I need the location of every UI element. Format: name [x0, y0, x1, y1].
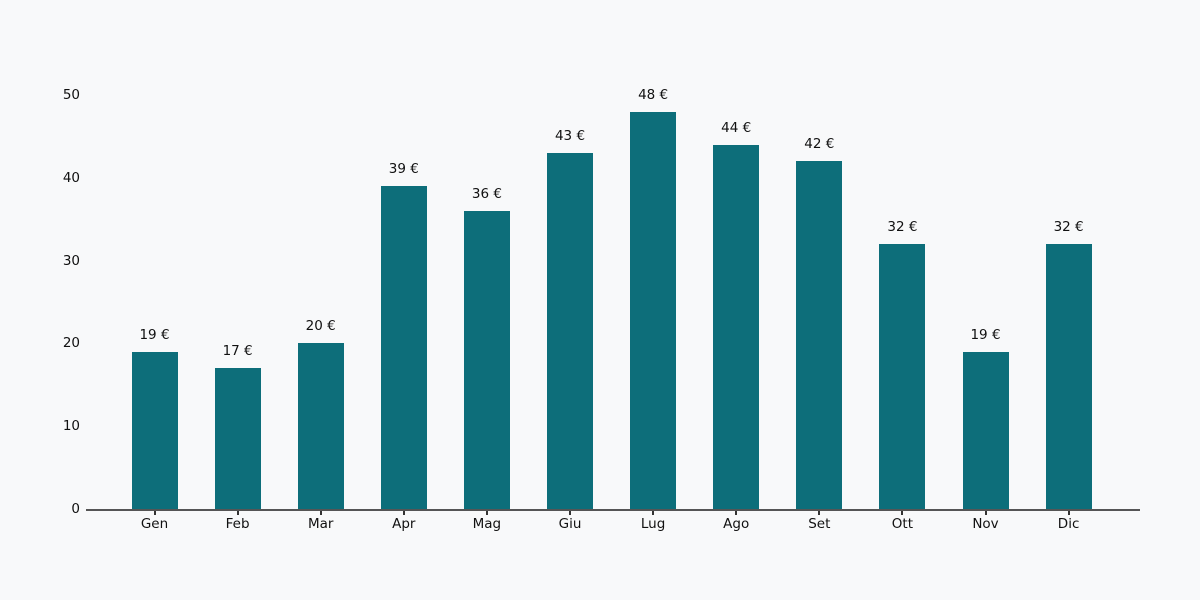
bar-apr: [380, 186, 427, 509]
x-tick-mark: [984, 511, 987, 515]
bar-value-label: 44 €: [721, 119, 752, 136]
y-tick-label: 50: [62, 87, 80, 103]
x-tick-mark: [901, 511, 904, 515]
bar-value-label: 36 €: [471, 185, 502, 202]
x-tick-mark: [569, 511, 571, 515]
bar-gen: [131, 351, 178, 509]
x-tick-mark: [402, 511, 405, 515]
x-tick-label: Ott: [891, 516, 913, 532]
x-tick-label: Lug: [640, 516, 666, 532]
x-tick-mark: [319, 511, 322, 515]
bar-value-label: 39 €: [388, 161, 419, 178]
x-tick-mark: [818, 511, 821, 515]
bar-dic: [1045, 244, 1092, 509]
x-tick-label: Ago: [723, 516, 750, 532]
x-tick-label: Set: [808, 516, 831, 532]
y-tick-label: 10: [62, 418, 80, 435]
x-tick-mark: [153, 511, 156, 515]
bar-value-label: 32 €: [887, 219, 918, 236]
x-tick-label: Mag: [472, 516, 502, 532]
bar-set: [796, 161, 843, 509]
bar-mag: [463, 210, 510, 509]
bar-feb: [214, 368, 261, 509]
bar-value-label: 32 €: [1053, 219, 1084, 236]
x-tick-mark: [1067, 511, 1070, 515]
x-tick-label: Nov: [972, 516, 999, 532]
bar-ago: [713, 144, 760, 509]
bar-giu: [547, 152, 593, 509]
x-tick-mark: [652, 511, 655, 515]
x-tick-mark: [485, 511, 488, 515]
x-tick-label: Dic: [1057, 516, 1080, 532]
bar-value-label: 20 €: [305, 318, 336, 335]
bar-value-label: 19 €: [970, 326, 1001, 343]
y-tick-label: 20: [62, 335, 80, 352]
x-tick-mark: [735, 511, 738, 515]
bar-mar: [297, 343, 344, 509]
bar-ott: [879, 244, 926, 509]
x-tick-label: Feb: [225, 516, 250, 532]
bar-value-label: 42 €: [804, 136, 835, 153]
bar-value-label: 19 €: [139, 326, 170, 343]
bar-value-label: 17 €: [222, 343, 253, 360]
x-tick-label: Mar: [307, 516, 334, 532]
x-tick-mark: [236, 511, 239, 515]
bar-value-label: 43 €: [554, 127, 586, 144]
bar-lug: [630, 111, 677, 509]
x-tick-label: Gen: [140, 516, 169, 532]
x-tick-label: Giu: [558, 516, 582, 532]
bar-nov: [962, 351, 1009, 509]
y-tick-label: 40: [62, 169, 80, 186]
y-tick-label: 30: [62, 252, 80, 269]
x-axis-line: [86, 509, 1140, 511]
bar-value-label: 48 €: [638, 86, 669, 103]
x-tick-label: Apr: [392, 516, 416, 532]
y-tick-label: 0: [71, 501, 80, 517]
